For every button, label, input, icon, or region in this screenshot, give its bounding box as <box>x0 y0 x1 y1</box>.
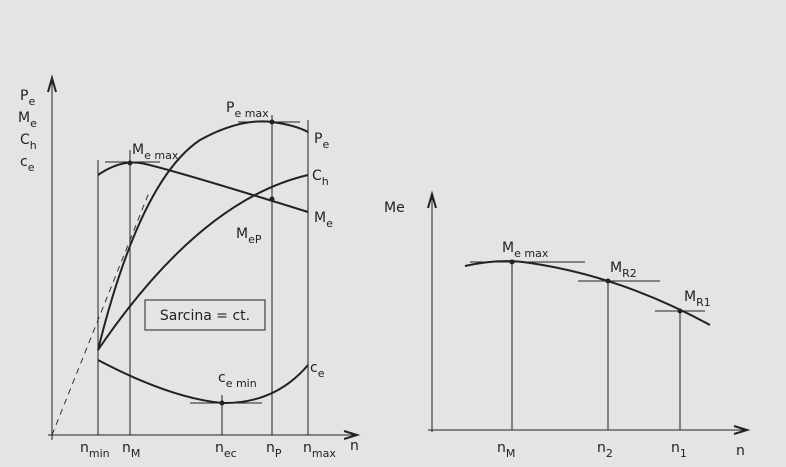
curve-label: Me max <box>132 142 179 162</box>
curve-label: Me <box>314 210 333 230</box>
left-diagram: Sarcina = ct. <box>47 74 361 440</box>
label-subscript: R2 <box>622 267 637 280</box>
curve-label: ce <box>310 360 325 380</box>
curve-label: ce min <box>218 370 257 390</box>
label-subscript: ec <box>224 447 237 460</box>
label-subscript: M <box>131 447 141 460</box>
x-axis-label: nmin <box>80 440 110 460</box>
label-base: n <box>266 440 275 456</box>
label-base: C <box>312 168 322 184</box>
label-base: P <box>20 88 28 104</box>
x-axis-label: nM <box>122 440 140 460</box>
label-base: P <box>226 100 234 116</box>
x-axis-label: nmax <box>303 440 336 460</box>
label-base: n <box>350 438 359 454</box>
y-axis-label: Me <box>18 110 37 130</box>
y-axis-label: Ch <box>20 132 37 152</box>
right-diagram <box>427 190 751 435</box>
arrow <box>343 430 361 440</box>
label-base: M <box>236 226 248 242</box>
label-base: n <box>736 443 745 459</box>
label-base: n <box>80 440 89 456</box>
y-axis-label: ce <box>20 154 35 174</box>
label-base: c <box>310 360 318 376</box>
label-base: P <box>314 131 322 147</box>
label-subscript: e <box>326 217 333 230</box>
ch-curve <box>97 174 309 351</box>
x-axis-label: nM <box>497 440 515 460</box>
note-box <box>144 299 266 331</box>
label-base: M <box>314 210 326 226</box>
curve-label: MR1 <box>684 289 711 309</box>
label-base: n <box>597 440 606 456</box>
label-subscript: h <box>30 139 37 152</box>
label-subscript: e min <box>226 377 257 390</box>
label-subscript: max <box>312 447 336 460</box>
label-subscript: e max <box>234 107 269 120</box>
label-subscript: min <box>89 447 110 460</box>
label-base: n <box>303 440 312 456</box>
curve-label: Pe <box>314 131 329 151</box>
label-base: Me <box>384 200 405 216</box>
label-subscript: e <box>28 161 35 174</box>
pe-curve <box>97 120 309 351</box>
label-subscript: e max <box>144 149 179 162</box>
label-base: M <box>684 289 696 305</box>
y-axis-label: Pe <box>20 88 35 108</box>
label-subscript: eP <box>248 233 262 246</box>
label-base: C <box>20 132 30 148</box>
label-base: n <box>671 440 680 456</box>
x-axis-label: nec <box>215 440 237 460</box>
label-subscript: h <box>322 175 329 188</box>
label-base: M <box>502 240 514 256</box>
label-subscript: 2 <box>606 447 613 460</box>
y-axis-label: Me <box>384 200 405 216</box>
curve-label: MeP <box>236 226 262 246</box>
label-base: c <box>218 370 226 386</box>
label-base: n <box>497 440 506 456</box>
note: Sarcina = ct. <box>160 308 250 324</box>
label-base: n <box>122 440 131 456</box>
label-base: M <box>132 142 144 158</box>
label-subscript: P <box>275 447 282 460</box>
arrow <box>47 74 57 93</box>
x-axis-label: n <box>736 443 745 459</box>
label-subscript: e max <box>514 247 549 260</box>
label-base: n <box>215 440 224 456</box>
x-axis-label: nP <box>266 440 282 460</box>
me-curve <box>97 161 309 213</box>
label-subscript: 1 <box>680 447 687 460</box>
label-subscript: M <box>506 447 516 460</box>
label-base: M <box>610 260 622 276</box>
x-axis-label: n <box>350 438 359 454</box>
label-base: M <box>18 110 30 126</box>
label-subscript: e <box>30 117 37 130</box>
label-subscript: e <box>322 138 329 151</box>
curve-label: Me max <box>502 240 549 260</box>
x-axis-label: n2 <box>597 440 613 460</box>
label-base: c <box>20 154 28 170</box>
curve-label: MR2 <box>610 260 637 280</box>
x-axis-label: n1 <box>671 440 687 460</box>
curve-label: Ch <box>312 168 329 188</box>
label-subscript: e <box>318 367 325 380</box>
label-subscript: R1 <box>696 296 711 309</box>
curve-label: Pe max <box>226 100 269 120</box>
label-subscript: e <box>28 95 35 108</box>
